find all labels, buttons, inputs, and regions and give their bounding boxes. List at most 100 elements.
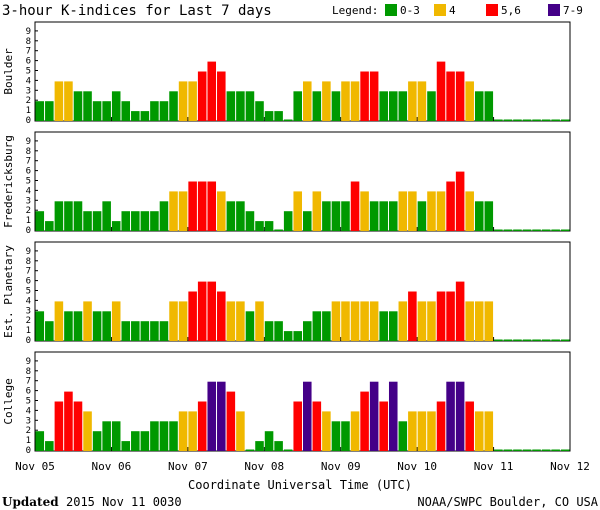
bar — [83, 301, 92, 341]
bar — [341, 301, 350, 341]
bar — [388, 311, 398, 341]
bar — [541, 119, 551, 121]
bar — [541, 339, 551, 341]
bar — [560, 339, 570, 341]
bar — [73, 311, 83, 341]
bar — [369, 201, 379, 231]
bar — [159, 101, 169, 121]
bar — [379, 311, 388, 341]
bar — [436, 401, 446, 451]
bar — [102, 311, 111, 341]
bar — [111, 421, 121, 451]
bar — [322, 201, 331, 231]
bar — [484, 411, 494, 451]
bar — [522, 449, 532, 451]
bar — [455, 171, 465, 231]
bar — [293, 191, 302, 231]
bar — [54, 201, 64, 231]
x-tick-label: Nov 07 — [168, 460, 208, 473]
y-tick-label: 0 — [26, 226, 31, 236]
bar — [388, 201, 398, 231]
bar — [64, 201, 73, 231]
bar — [503, 119, 513, 121]
x-axis-label: Coordinate Universal Time (UTC) — [188, 478, 412, 492]
y-tick-label: 4 — [26, 406, 31, 416]
bar — [474, 91, 484, 121]
legend-label-4: 7-9 — [563, 4, 583, 17]
bar — [436, 191, 446, 231]
bar — [217, 381, 226, 451]
y-tick-label: 7 — [26, 267, 31, 277]
bar — [54, 401, 64, 451]
bar — [331, 421, 341, 451]
panel-label-4: College — [2, 378, 15, 424]
bar — [303, 381, 312, 451]
bar — [121, 321, 131, 341]
bar — [532, 119, 541, 121]
bar — [245, 449, 255, 451]
bar — [35, 431, 45, 451]
bar — [398, 421, 408, 451]
y-tick-label: 1 — [26, 216, 31, 226]
bar — [446, 381, 455, 451]
y-tick-label: 8 — [26, 37, 31, 47]
bar — [494, 339, 503, 341]
bar — [341, 421, 350, 451]
bar — [513, 449, 522, 451]
bar — [197, 281, 207, 341]
bar — [388, 91, 398, 121]
bar — [484, 201, 494, 231]
y-tick-label: 9 — [26, 357, 31, 367]
bar — [503, 229, 513, 231]
bar — [379, 91, 388, 121]
bar — [494, 119, 503, 121]
bar — [169, 421, 178, 451]
bar — [73, 201, 83, 231]
bar — [131, 211, 140, 231]
bar — [207, 281, 217, 341]
bar — [188, 411, 197, 451]
bar — [322, 81, 331, 121]
bar — [350, 81, 360, 121]
bar — [169, 91, 178, 121]
x-tick-label: Nov 11 — [474, 460, 514, 473]
bar — [474, 411, 484, 451]
bar — [73, 401, 83, 451]
bar — [102, 101, 111, 121]
bar — [465, 401, 474, 451]
bar — [121, 211, 131, 231]
bar — [408, 291, 417, 341]
bar — [236, 201, 245, 231]
y-tick-label: 1 — [26, 106, 31, 116]
credit-text: NOAA/SWPC Boulder, CO USA — [417, 495, 598, 509]
legend-title: Legend: — [332, 4, 378, 17]
bar — [484, 91, 494, 121]
bar — [436, 291, 446, 341]
panels: 0123456789Boulder0123456789Fredericksbur… — [2, 21, 571, 456]
bar — [35, 311, 45, 341]
bar — [369, 301, 379, 341]
bar — [379, 401, 388, 451]
bar — [178, 81, 188, 121]
bar — [35, 101, 45, 121]
chart-title: 3-hour K-indices for Last 7 days — [2, 3, 272, 19]
y-tick-label: 9 — [26, 247, 31, 257]
bar — [178, 191, 188, 231]
bar — [341, 81, 350, 121]
bar — [522, 119, 532, 121]
bar — [427, 411, 436, 451]
bar — [92, 211, 102, 231]
y-tick-label: 2 — [26, 96, 31, 106]
y-tick-label: 1 — [26, 436, 31, 446]
bar — [226, 391, 236, 451]
bar — [522, 339, 532, 341]
bar — [436, 61, 446, 121]
bar — [350, 411, 360, 451]
y-tick-label: 5 — [26, 397, 31, 407]
bar — [188, 291, 197, 341]
bar — [102, 201, 111, 231]
bar — [331, 91, 341, 121]
